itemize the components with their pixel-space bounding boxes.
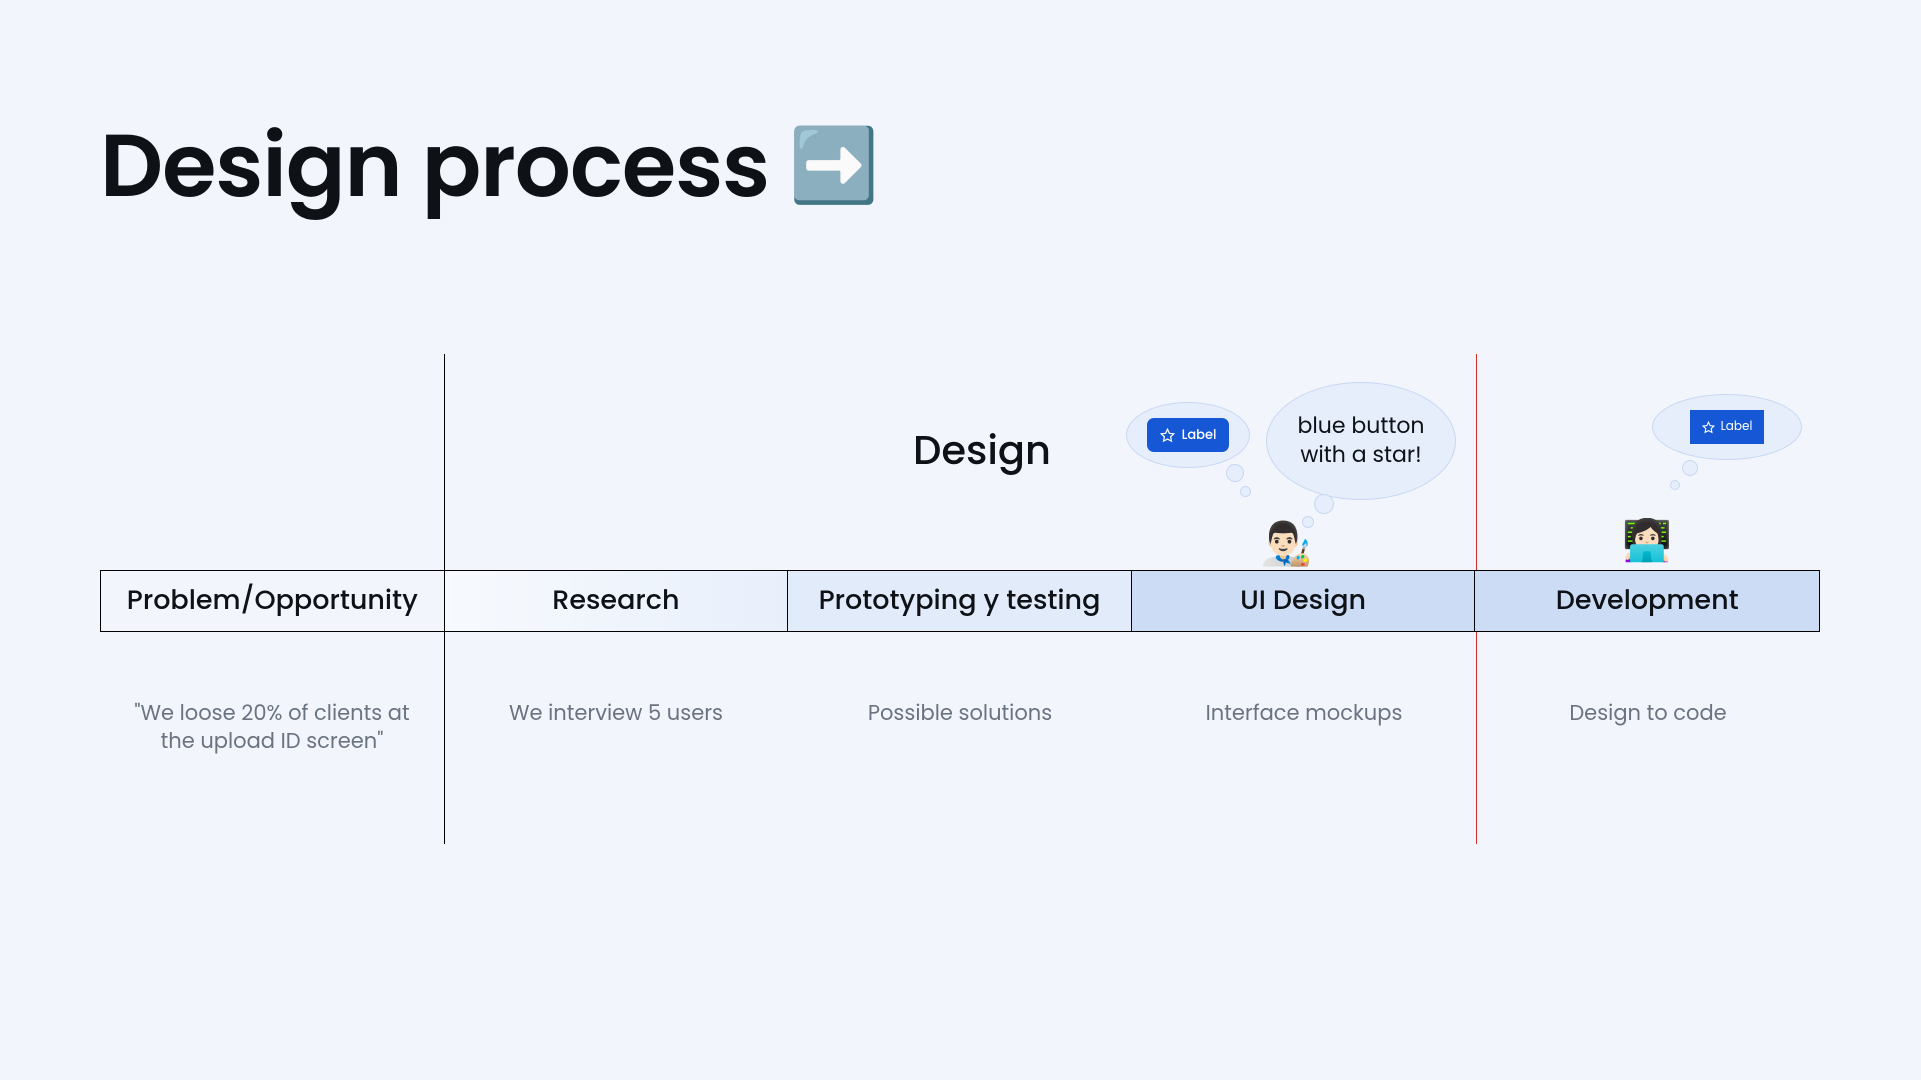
star-icon (1702, 421, 1715, 434)
title-text: Design process (100, 100, 769, 232)
label-button-text: Label (1721, 418, 1753, 436)
label-button-rounded: Label (1147, 418, 1230, 452)
label-button-square: Label (1690, 410, 1765, 444)
stage-description: Possible solutions (788, 700, 1132, 757)
page-title: Design process ➡️ (100, 100, 878, 232)
process-stages-row: Problem/OpportunityResearchPrototyping y… (100, 570, 1820, 632)
stage-cell: Problem/Opportunity (101, 571, 445, 631)
designer-thought-cluster: Label blue button with a star! 👨🏻‍🎨 (1126, 382, 1496, 572)
stage-description: We interview 5 users (444, 700, 788, 757)
thought-bubble-tail (1240, 486, 1251, 497)
thought-bubble-button: Label (1652, 394, 1802, 460)
artist-emoji-icon: 👨🏻‍🎨 (1260, 512, 1312, 575)
developer-thought-cluster: Label 👩🏻‍💻 (1610, 394, 1830, 564)
thought-bubble-tail (1682, 460, 1698, 476)
stage-cell: Research (445, 571, 789, 631)
stage-description: Interface mockups (1132, 700, 1476, 757)
thought-bubble-tail (1226, 464, 1244, 482)
stage-cell: Development (1475, 571, 1819, 631)
arrow-right-icon: ➡️ (789, 112, 878, 220)
speech-bubble: blue button with a star! (1266, 382, 1456, 500)
developer-emoji-icon: 👩🏻‍💻 (1622, 510, 1672, 570)
stage-cell: UI Design (1132, 571, 1476, 631)
thought-bubble-button: Label (1126, 402, 1250, 468)
stage-cell: Prototyping y testing (788, 571, 1132, 631)
star-icon (1160, 428, 1175, 443)
stage-description: "We loose 20% of clients at the upload I… (100, 700, 444, 757)
label-button-text: Label (1182, 425, 1217, 445)
speech-bubble-text: blue button with a star! (1281, 412, 1441, 469)
stage-description: Design to code (1476, 700, 1820, 757)
speech-bubble-tail (1314, 494, 1334, 514)
thought-bubble-tail (1670, 480, 1680, 490)
process-descriptions-row: "We loose 20% of clients at the upload I… (100, 700, 1820, 757)
